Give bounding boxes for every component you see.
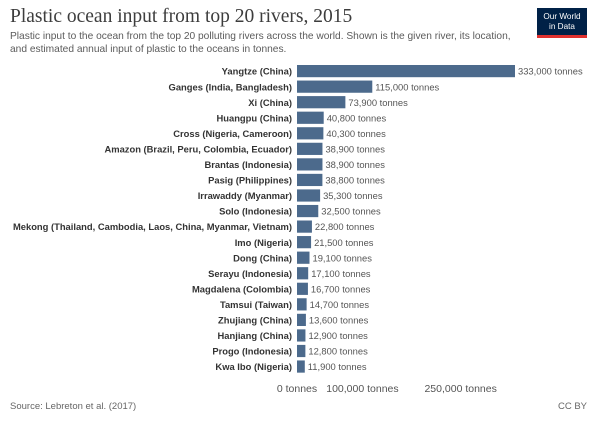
category-label: Progo (Indonesia)	[212, 346, 292, 357]
bar	[297, 267, 309, 280]
bar	[297, 220, 312, 233]
value-label: 38,800 tonnes	[325, 175, 385, 186]
bar	[297, 360, 305, 373]
bar	[297, 127, 324, 140]
value-label: 11,900 tonnes	[308, 361, 367, 372]
category-label: Tamsui (Taiwan)	[220, 299, 292, 310]
value-label: 12,800 tonnes	[308, 346, 368, 357]
bar	[297, 158, 323, 171]
bar-chart: Yangtze (China) 333,000 tonnes Ganges (Ind…	[13, 65, 583, 395]
value-label: 38,900 tonnes	[325, 143, 385, 154]
source-note: Source: Lebreton et al. (2017)	[10, 401, 137, 412]
bar	[297, 96, 346, 109]
category-label: Cross (Nigeria, Cameroon)	[173, 128, 292, 139]
category-label: Imo (Nigeria)	[235, 237, 292, 248]
x-tick-label: 100,000 tonnes	[326, 383, 398, 395]
bar	[297, 142, 323, 155]
category-label: Brantas (Indonesia)	[204, 159, 292, 170]
category-label: Pasig (Philippines)	[208, 175, 292, 186]
category-label: Yangtze (China)	[222, 66, 292, 77]
logo-line-2: in Data	[549, 21, 575, 31]
category-label: Magdalena (Colombia)	[192, 283, 292, 294]
value-label: 21,500 tonnes	[314, 237, 374, 248]
value-label: 73,900 tonnes	[348, 97, 408, 108]
category-label: Dong (China)	[233, 252, 292, 263]
value-label: 17,100 tonnes	[311, 268, 371, 279]
bar	[297, 282, 308, 295]
category-label: Irrawaddy (Myanmar)	[198, 190, 292, 201]
category-label: Hanjiang (China)	[218, 330, 292, 341]
value-label: 22,800 tonnes	[315, 221, 375, 232]
category-label: Xi (China)	[248, 97, 292, 108]
category-label: Solo (Indonesia)	[219, 206, 292, 217]
bar	[297, 189, 321, 202]
owid-logo[interactable]: Our World in Data	[537, 8, 587, 38]
bar	[297, 344, 306, 358]
bar	[297, 204, 319, 218]
bar	[297, 313, 306, 326]
chart-title: Plastic ocean input from top 20 rivers, …	[10, 6, 353, 27]
category-label: Mekong (Thailand, Cambodia, Laos, China,…	[13, 221, 292, 232]
value-label: 38,900 tonnes	[325, 159, 385, 170]
value-label: 115,000 tonnes	[375, 81, 439, 92]
category-label: Kwa Ibo (Nigeria)	[215, 361, 292, 372]
value-label: 16,700 tonnes	[311, 283, 371, 294]
chart-subtitle: Plastic input to the ocean from the top …	[10, 31, 511, 55]
bar	[297, 111, 324, 124]
bar	[297, 251, 310, 264]
bar	[297, 236, 312, 249]
value-label: 40,800 tonnes	[327, 112, 387, 123]
value-label: 12,900 tonnes	[308, 330, 368, 341]
x-tick-label: 0 tonnes	[277, 383, 317, 395]
x-tick-label: 250,000 tonnes	[424, 383, 496, 395]
category-label: Ganges (India, Bangladesh)	[169, 81, 292, 92]
value-label: 19,100 tonnes	[313, 252, 373, 263]
value-label: 13,600 tonnes	[309, 315, 369, 326]
logo-line-1: Our World	[543, 11, 581, 21]
bar	[297, 329, 306, 342]
value-label: 40,300 tonnes	[326, 128, 386, 139]
category-label: Serayu (Indonesia)	[208, 268, 292, 279]
bar	[297, 298, 307, 311]
value-label: 14,700 tonnes	[310, 299, 370, 310]
bar	[297, 173, 323, 187]
value-label: 32,500 tonnes	[321, 206, 381, 217]
bar	[297, 80, 373, 93]
license-label: CC BY	[557, 401, 587, 412]
category-label: Amazon (Brazil, Peru, Colombia, Ecuador)	[104, 143, 292, 154]
value-label: 333,000 tonnes	[518, 66, 583, 77]
value-label: 35,300 tonnes	[323, 190, 383, 201]
category-label: Zhujiang (China)	[218, 315, 292, 326]
bar	[297, 65, 515, 78]
category-label: Huangpu (China)	[216, 112, 292, 123]
